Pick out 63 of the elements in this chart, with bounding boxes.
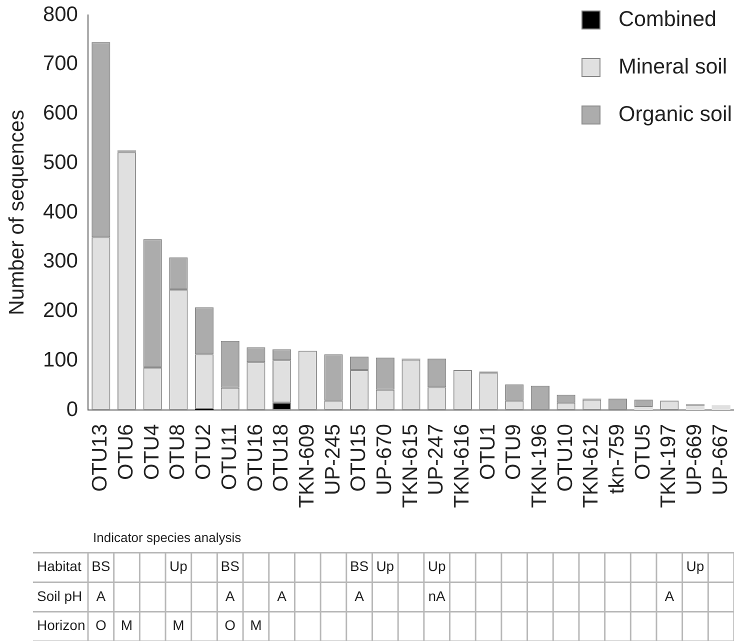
- text: A: [225, 588, 235, 604]
- text: nA: [428, 588, 446, 604]
- x-tick-label: OTU2: [192, 424, 216, 480]
- x-tick-label: TKN-197: [657, 424, 680, 508]
- text: M: [172, 617, 184, 633]
- x-tick-label: OTU16: [244, 424, 267, 492]
- x-tick-label: UP-669: [683, 424, 706, 496]
- x-tick-label: OTU18: [270, 424, 293, 492]
- text: M: [250, 617, 262, 633]
- text: Up: [169, 558, 188, 574]
- x-tick-label: TKN-196: [528, 424, 551, 508]
- text: A: [277, 588, 286, 604]
- x-tick-label: OTU8: [166, 424, 190, 480]
- legend-label: Mineral soil: [618, 54, 728, 78]
- x-tick-label: TKN-615: [398, 424, 422, 508]
- y-tick-label: 500: [42, 150, 78, 174]
- category-label: Soil pH: [37, 588, 82, 604]
- text: A: [354, 588, 364, 604]
- y-tick-label: 700: [42, 52, 78, 76]
- y-tick-label: 100: [42, 348, 78, 372]
- text: A: [96, 588, 106, 604]
- category-label: Horizon: [37, 617, 86, 633]
- y-tick-label: 200: [42, 299, 78, 322]
- x-tick-label: TKN-616: [450, 424, 474, 508]
- text: BS: [350, 558, 369, 574]
- bar: [686, 406, 705, 410]
- legend-label: Organic soil: [618, 102, 732, 126]
- x-tick-label: OTU13: [88, 424, 112, 492]
- text: Up: [376, 558, 394, 574]
- x-tick-label: OTU6: [114, 424, 138, 480]
- text: BS: [92, 558, 110, 574]
- y-tick-label: 0: [66, 398, 78, 421]
- text: O: [224, 617, 236, 633]
- x-tick-label: TKN-612: [580, 424, 603, 508]
- y-tick-label: 400: [42, 200, 78, 224]
- x-tick-label: OTU11: [218, 424, 241, 490]
- x-tick-label: OTU9: [502, 424, 526, 480]
- x-tick-label: OTU4: [140, 424, 164, 480]
- legend-label: Combined: [618, 6, 716, 31]
- text: Up: [686, 558, 704, 574]
- y-axis-title: Number of sequences: [5, 110, 28, 316]
- text: A: [664, 588, 674, 604]
- x-tick-label: tkn-759: [606, 424, 629, 494]
- x-tick-label: UP-670: [372, 424, 396, 496]
- x-tick-label: OTU5: [631, 424, 654, 480]
- x-tick-label: UP-667: [708, 424, 732, 496]
- text: M: [120, 617, 133, 633]
- y-tick-label: 600: [42, 102, 78, 125]
- bar: [634, 407, 653, 410]
- x-tick-label: OTU10: [554, 424, 577, 492]
- text: Up: [428, 558, 446, 574]
- x-tick-label: TKN-609: [295, 424, 318, 508]
- y-tick-label: 800: [42, 2, 78, 26]
- y-tick-label: 300: [42, 250, 78, 273]
- text: O: [95, 617, 106, 633]
- x-tick-label: OTU15: [347, 424, 370, 492]
- text: BS: [220, 558, 240, 574]
- bar: [712, 405, 730, 410]
- text: Indicator species analysis: [93, 529, 242, 547]
- x-tick-label: OTU1: [476, 424, 500, 480]
- x-tick-label: UP-247: [424, 424, 448, 496]
- x-tick-label: UP-245: [321, 424, 344, 496]
- category-label: Habitat: [37, 558, 82, 574]
